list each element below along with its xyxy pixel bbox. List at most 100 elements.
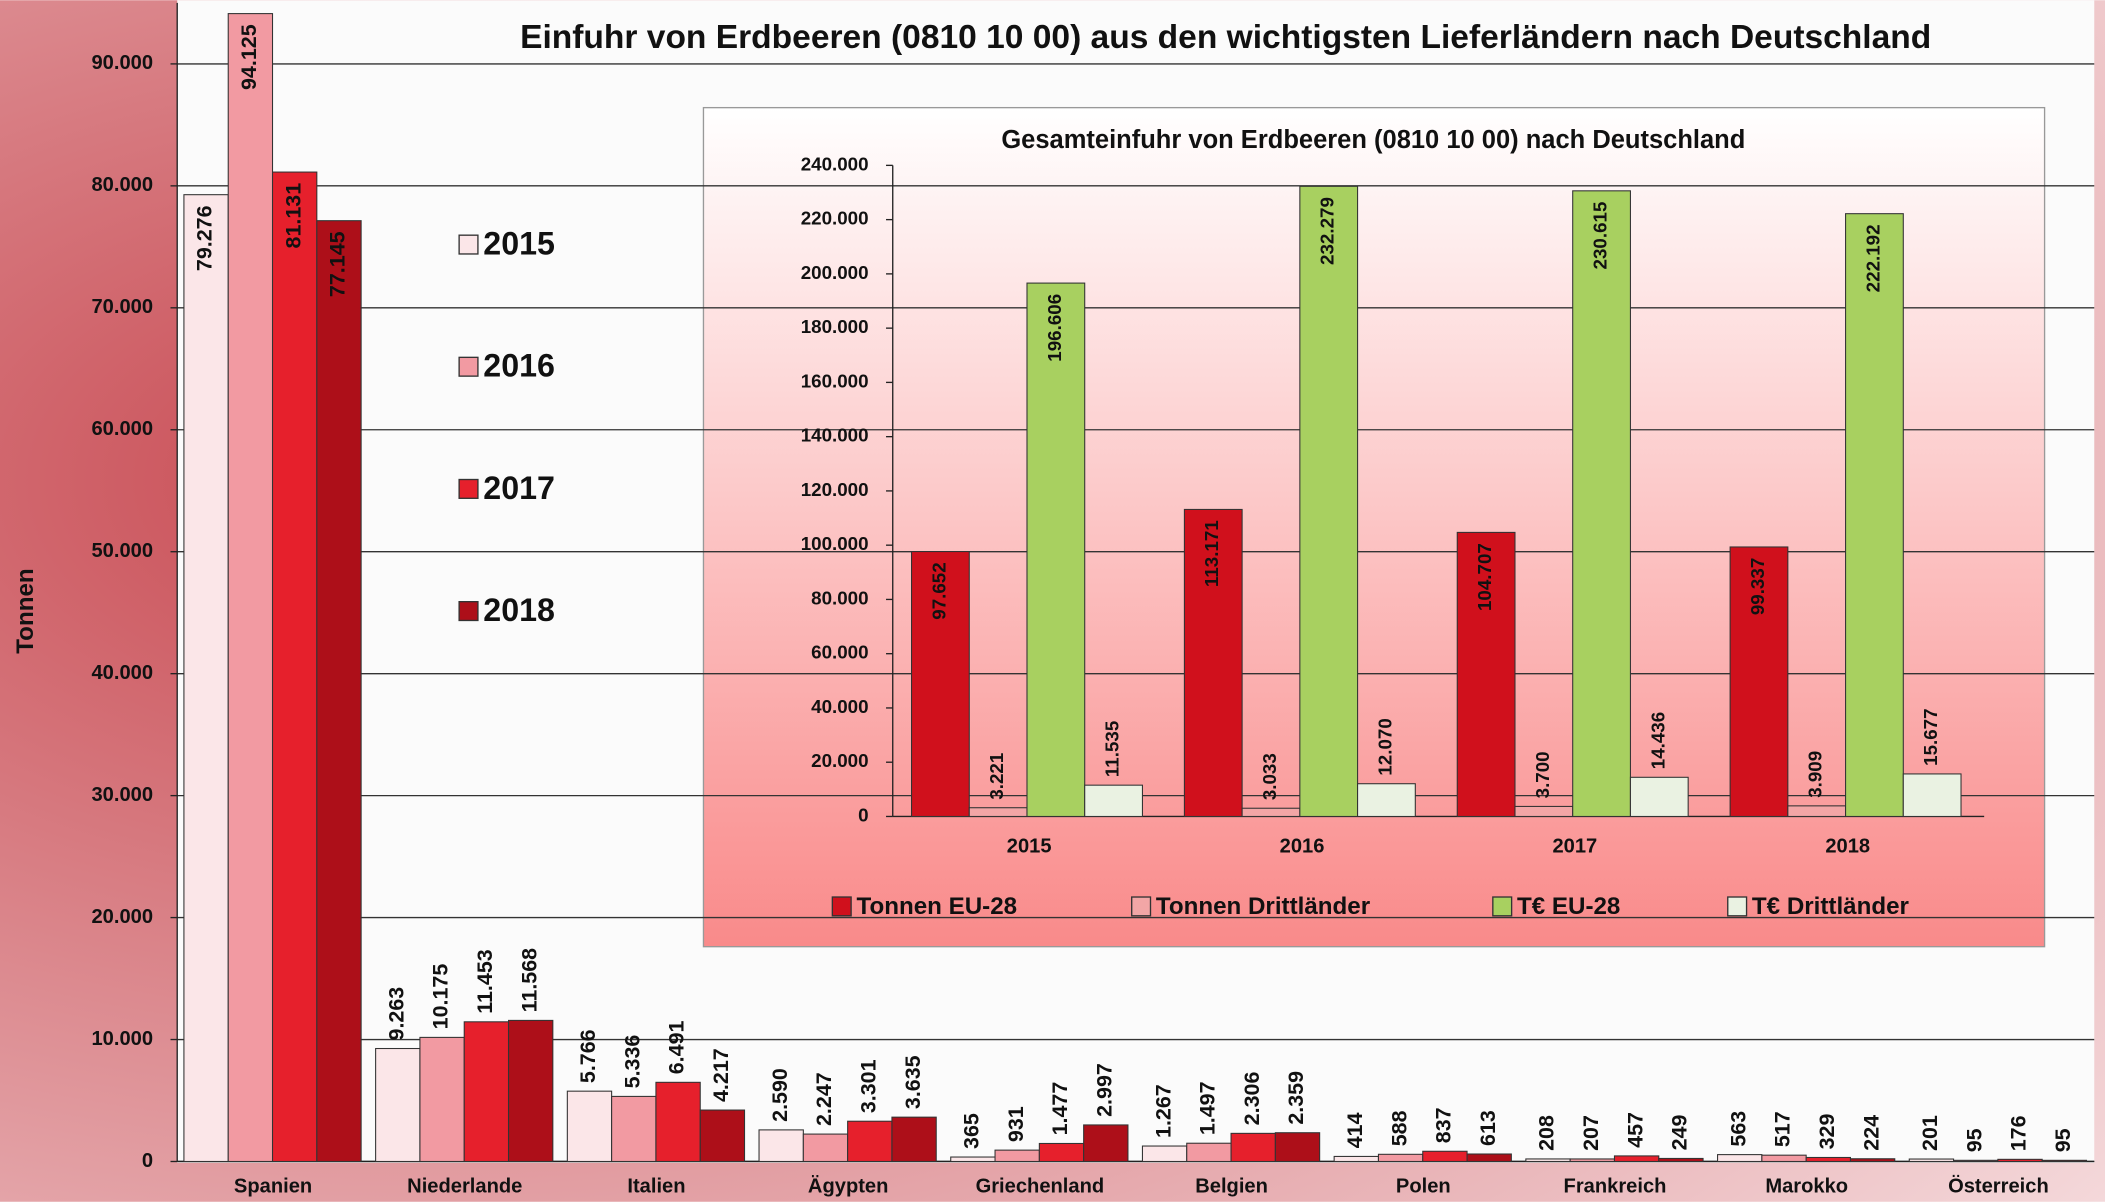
data-label: 6.491 <box>665 1020 689 1074</box>
data-label: 97.652 <box>928 562 949 619</box>
bar <box>1466 1153 1512 1163</box>
data-label: 5.336 <box>620 1035 644 1089</box>
bar <box>316 220 362 1163</box>
bar <box>802 1133 849 1163</box>
data-label: 588 <box>1387 1110 1411 1146</box>
legend-swatch <box>1727 896 1748 917</box>
x-tick-label: 2017 <box>1552 836 1597 858</box>
legend-label: 2017 <box>483 470 555 506</box>
x-tick-label: Spanien <box>234 1175 312 1197</box>
y-tick-label: 240.000 <box>801 153 869 174</box>
bar <box>463 1021 510 1163</box>
bar <box>1629 776 1689 818</box>
bar <box>1658 1157 1704 1163</box>
bar <box>847 1120 893 1163</box>
data-label: 2.247 <box>812 1072 836 1126</box>
data-label: 2.590 <box>768 1068 792 1122</box>
data-label: 414 <box>1343 1112 1367 1148</box>
bar <box>1026 282 1086 818</box>
y-tick-label: 70.000 <box>91 296 153 318</box>
bar <box>271 171 318 1163</box>
data-label: 9.263 <box>384 987 408 1041</box>
bar <box>1787 805 1847 818</box>
bar <box>699 1109 746 1163</box>
data-label: 4.217 <box>709 1048 733 1102</box>
data-label: 11.568 <box>517 948 541 1013</box>
bar <box>1514 805 1574 818</box>
data-label: 207 <box>1579 1115 1603 1151</box>
y-axis-label: Tonnen <box>12 568 39 653</box>
bar <box>891 1116 937 1163</box>
data-label: 3.221 <box>986 753 1007 800</box>
bar <box>758 1129 804 1163</box>
y-tick-label: 10.000 <box>91 1028 153 1050</box>
y-tick-label: 30.000 <box>91 784 153 806</box>
y-tick-label: 100.000 <box>801 533 869 554</box>
data-label: 95 <box>2051 1128 2075 1152</box>
data-label: 1.497 <box>1196 1081 1220 1135</box>
data-label: 517 <box>1771 1111 1795 1147</box>
legend-swatch <box>1492 896 1513 917</box>
y-tick-label: 20.000 <box>91 906 153 928</box>
y-tick-label: 40.000 <box>91 662 153 684</box>
inset-title: Gesamteinfuhr von Erdbeeren (0810 10 00)… <box>1001 126 1745 154</box>
bar <box>1186 1142 1232 1163</box>
legend-label: 2016 <box>483 348 555 384</box>
x-tick-label: 2015 <box>1007 836 1052 858</box>
legend-swatch <box>458 601 479 622</box>
bar <box>1953 1159 1999 1163</box>
data-label: 3.700 <box>1532 751 1553 798</box>
data-label: 15.677 <box>1920 708 1941 765</box>
data-label: 208 <box>1535 1115 1559 1151</box>
legend-label: Tonnen Drittländer <box>1156 893 1371 920</box>
data-label: 329 <box>1815 1114 1839 1150</box>
y-tick-label: 60.000 <box>91 418 153 440</box>
bar <box>911 551 970 818</box>
bar <box>968 807 1028 818</box>
data-label: 104.707 <box>1474 543 1495 611</box>
x-tick-label: Niederlande <box>407 1175 522 1197</box>
x-tick-label: Italien <box>627 1175 685 1197</box>
legend-swatch <box>458 478 479 499</box>
legend-label: T€ EU-28 <box>1517 893 1620 920</box>
bar <box>1729 546 1789 818</box>
data-label: 79.276 <box>193 205 217 271</box>
data-label: 931 <box>1004 1106 1028 1142</box>
bar <box>655 1081 701 1163</box>
y-tick-label: 140.000 <box>801 425 869 446</box>
data-label: 563 <box>1726 1111 1750 1147</box>
y-tick-label: 220.000 <box>801 208 869 229</box>
x-tick-label: 2016 <box>1280 836 1325 858</box>
bar <box>1141 1145 1188 1163</box>
bar <box>1083 1124 1129 1163</box>
data-label: 457 <box>1623 1112 1647 1148</box>
bar <box>1357 783 1416 818</box>
bar <box>1456 531 1516 818</box>
x-tick-label: Polen <box>1396 1175 1451 1197</box>
data-label: 365 <box>960 1113 984 1149</box>
legend-swatch <box>458 234 479 255</box>
x-tick-label: Belgien <box>1195 1175 1268 1197</box>
y-tick-label: 50.000 <box>91 540 153 562</box>
data-label: 613 <box>1476 1110 1500 1146</box>
bar <box>1241 807 1301 818</box>
legend-label: T€ Drittländer <box>1752 893 1910 920</box>
data-label: 11.453 <box>473 949 497 1014</box>
data-label: 222.192 <box>1862 224 1883 292</box>
data-label: 230.615 <box>1590 202 1611 270</box>
bar <box>1572 190 1631 818</box>
bar <box>994 1149 1040 1163</box>
data-label: 99.337 <box>1747 558 1768 615</box>
bar <box>1274 1132 1321 1163</box>
data-label: 3.301 <box>856 1059 880 1113</box>
bar <box>1845 213 1904 818</box>
y-tick-label: 80.000 <box>91 174 153 196</box>
bar <box>1084 784 1143 818</box>
x-tick-label: Österreich <box>1948 1174 2049 1197</box>
data-label: 196.606 <box>1044 294 1065 362</box>
x-tick-label: Marokko <box>1765 1175 1848 1197</box>
data-label: 95 <box>1962 1128 1986 1152</box>
y-tick-label: 40.000 <box>811 696 868 717</box>
bar <box>566 1090 613 1163</box>
y-tick-label: 80.000 <box>811 587 868 608</box>
